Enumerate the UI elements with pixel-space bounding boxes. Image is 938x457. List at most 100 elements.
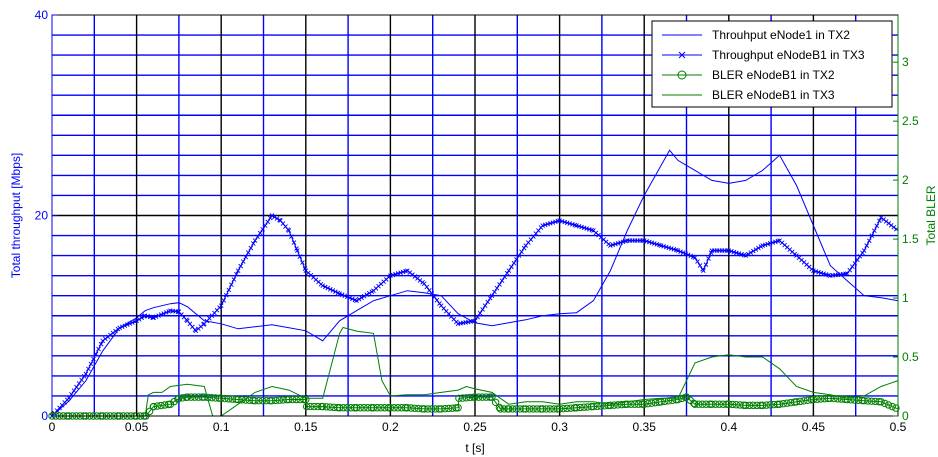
series-marker-x	[494, 285, 500, 291]
series-marker-x	[229, 282, 234, 287]
series-marker-circle	[407, 404, 415, 412]
series-marker-circle	[343, 404, 351, 412]
series-marker-circle	[753, 401, 761, 410]
series-marker-circle	[892, 404, 900, 412]
series-marker-x	[485, 299, 491, 305]
series-marker-circle	[668, 396, 676, 404]
series-marker-circle	[458, 394, 467, 402]
series-marker-x	[470, 318, 476, 324]
series-marker-circle	[651, 398, 660, 407]
series-marker-circle	[160, 401, 169, 409]
series-marker-x	[98, 341, 104, 347]
series-marker-x	[320, 283, 326, 288]
series-marker-circle	[292, 395, 301, 404]
series-marker-circle	[166, 400, 175, 408]
series-marker-x	[81, 373, 87, 379]
series-line	[51, 149, 899, 417]
series-marker-circle	[414, 404, 423, 413]
series-marker-circle	[576, 403, 584, 412]
series-marker-x	[685, 252, 691, 258]
series-marker-x	[869, 233, 875, 239]
series-marker-circle	[698, 400, 707, 408]
series-marker-x	[847, 267, 853, 273]
series-marker-x	[124, 322, 130, 327]
x-axis-label: t [s]	[465, 441, 484, 455]
series-marker-circle	[664, 397, 673, 405]
series-marker-x	[255, 234, 260, 240]
series-marker-circle	[437, 405, 445, 413]
series-marker-circle	[491, 398, 500, 407]
series-marker-x	[161, 311, 166, 316]
series-marker-circle	[758, 401, 767, 410]
series-marker-circle	[306, 402, 315, 411]
series-marker-x	[134, 318, 139, 324]
series-marker-circle	[157, 401, 165, 410]
series-marker-circle	[583, 403, 592, 411]
series-marker-circle	[803, 396, 812, 404]
series-marker-x	[286, 228, 292, 233]
series-marker-x	[274, 216, 280, 221]
series-marker-x	[262, 223, 268, 228]
series-marker-x	[153, 314, 159, 320]
series-marker-circle	[623, 400, 631, 408]
series-marker-x	[499, 278, 505, 283]
series-marker-circle	[245, 396, 253, 404]
series-marker-x	[514, 257, 519, 262]
right-y-tick-label: 2.5	[902, 114, 919, 128]
series-marker-x	[337, 291, 342, 297]
series-marker-x	[248, 245, 254, 251]
series-marker-circle	[390, 404, 398, 412]
series-marker-circle	[711, 400, 720, 408]
series-marker-circle	[360, 404, 368, 412]
series-marker-circle	[559, 404, 568, 413]
series-marker-x	[71, 388, 77, 394]
series-marker-circle	[638, 400, 646, 408]
x-tick-label: 0.2	[382, 420, 399, 434]
series-marker-x	[136, 316, 142, 322]
series-marker-circle	[542, 405, 551, 413]
series-marker-circle	[728, 400, 737, 409]
series-marker-circle	[364, 404, 372, 412]
series-marker-x	[163, 310, 169, 315]
series-marker-circle	[208, 393, 216, 402]
series-marker-circle	[322, 403, 331, 411]
series-marker-circle	[732, 401, 740, 409]
series-marker-circle	[326, 403, 334, 411]
series-marker-x	[675, 248, 681, 253]
series-marker-circle	[516, 405, 524, 413]
series-marker-circle	[600, 402, 609, 410]
series-marker-circle	[593, 402, 601, 411]
series-marker-circle	[742, 401, 750, 410]
legend-marker-circle	[677, 70, 687, 80]
series-marker-circle	[145, 407, 154, 416]
series-marker-circle	[706, 400, 714, 408]
series-marker-circle	[546, 405, 554, 413]
series-marker-x	[74, 384, 79, 390]
series-marker-circle	[725, 400, 733, 408]
series-marker-x	[753, 247, 759, 252]
series-marker-circle	[792, 398, 801, 406]
series-marker-x	[291, 240, 297, 245]
series-marker-circle	[268, 396, 276, 405]
series-marker-x	[117, 325, 122, 331]
series-marker-circle	[319, 402, 327, 411]
series-marker-x	[130, 320, 135, 325]
series-marker-x	[521, 245, 527, 251]
series-marker-circle	[285, 395, 293, 404]
series-marker-x	[509, 264, 514, 270]
left-y-tick-label: 0	[41, 409, 48, 423]
series-marker-circle	[640, 400, 648, 408]
series-marker-x	[234, 271, 239, 277]
x-tick-label: 0	[49, 420, 56, 434]
series-marker-circle	[702, 400, 710, 408]
series-marker-x	[477, 310, 483, 316]
x-tick-label: 0.25	[463, 420, 487, 434]
series-marker-x	[424, 284, 430, 290]
series-marker-x	[849, 264, 855, 270]
series-marker-x	[751, 248, 756, 254]
series-marker-circle	[783, 399, 791, 407]
series-marker-x	[243, 254, 249, 260]
series-marker-x	[475, 314, 480, 320]
series-marker-circle	[347, 404, 355, 412]
series-marker-circle	[860, 396, 868, 405]
